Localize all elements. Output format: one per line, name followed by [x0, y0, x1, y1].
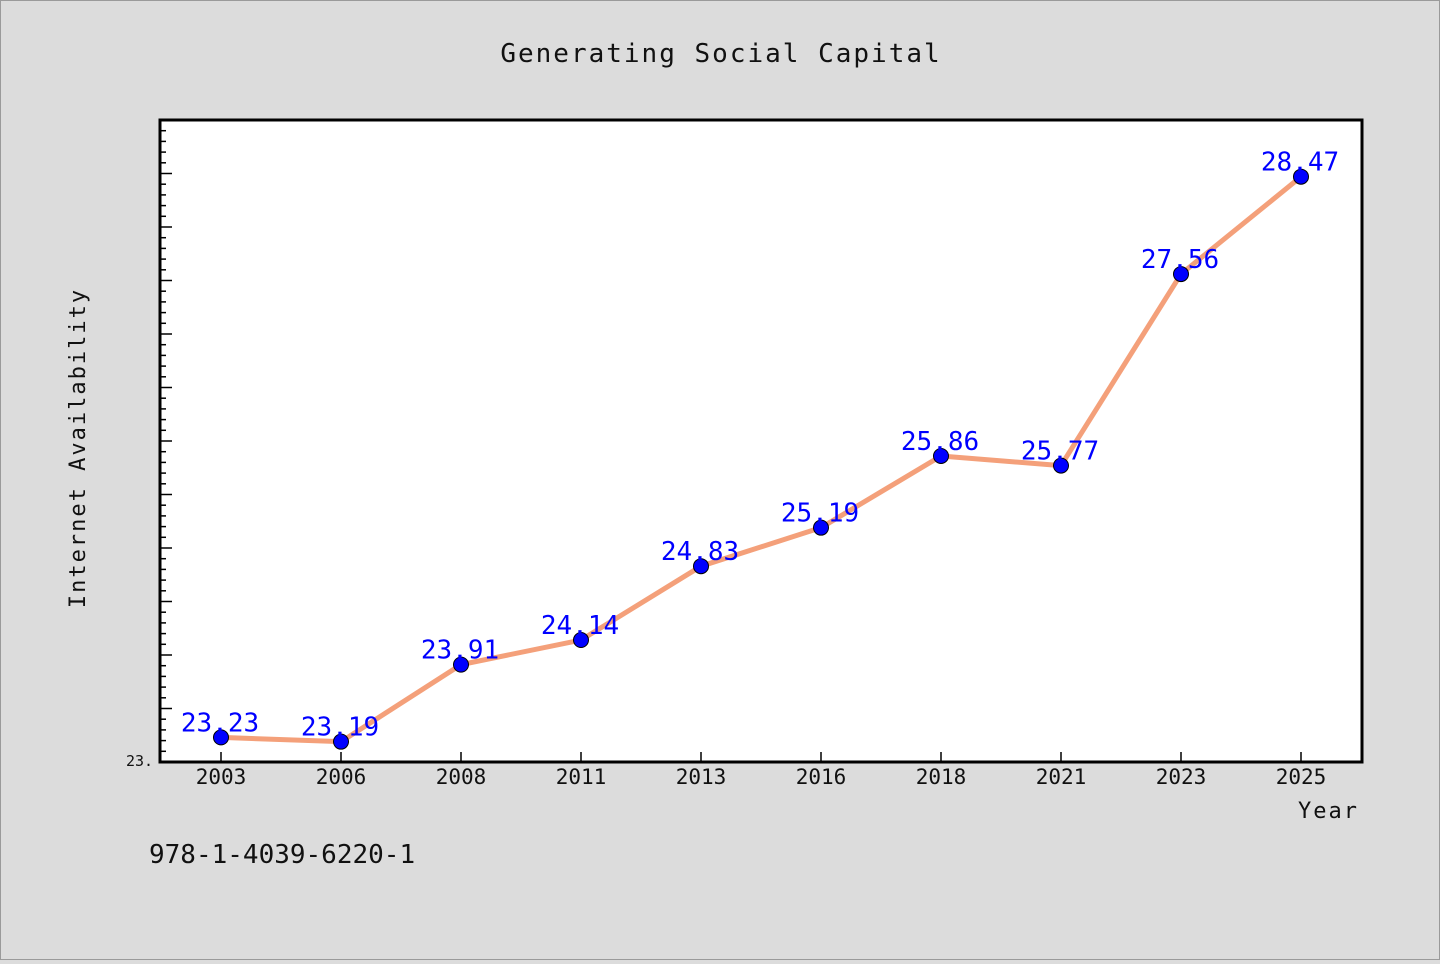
data-point: [1053, 457, 1069, 474]
series-line: [218, 174, 1304, 745]
x-axis-ticks: [220, 752, 1302, 762]
x-tick-label: 2013: [676, 765, 727, 789]
x-tick-label: 2011: [556, 765, 607, 789]
y-axis-label: Internet Availability: [66, 288, 91, 608]
data-label: 23.91: [421, 636, 499, 666]
x-tick-labels: 2003 2006 2008 2011 2013 2016 2018 2021 2023 2025: [196, 765, 1327, 789]
x-tick-label: 2025: [1276, 765, 1327, 789]
x-tick-label: 2018: [916, 765, 967, 789]
series-markers: [213, 168, 1309, 750]
data-label: 23.19: [301, 713, 379, 743]
series-polyline: [218, 174, 1304, 745]
data-label: 28.47: [1261, 148, 1339, 178]
data-point: [453, 656, 469, 673]
x-tick-label: 2016: [796, 765, 847, 789]
x-tick-label: 2008: [436, 765, 487, 789]
data-label: 27.56: [1141, 245, 1219, 275]
data-label: 23.23: [181, 708, 259, 738]
x-tick-label: 2023: [1156, 765, 1207, 789]
data-label: 24.14: [541, 611, 619, 641]
data-point: [1173, 266, 1189, 283]
plot-area: [158, 118, 1364, 764]
y-axis-ticks: [160, 129, 172, 763]
data-point: [693, 558, 709, 575]
x-tick-label: 2003: [196, 765, 247, 789]
data-point: [813, 519, 829, 536]
data-label: 24.83: [661, 537, 739, 567]
data-labels: 23.23 23.19 23.91 24.14 24.83 25.19 25.86 25.77…: [181, 148, 1339, 743]
data-point: [573, 632, 589, 649]
data-point: [933, 447, 949, 464]
x-axis-label: Year: [1298, 799, 1359, 824]
data-point: [333, 733, 349, 750]
isbn-footer: 978-1-4039-6220-1: [149, 840, 415, 870]
data-label: 25.77: [1021, 437, 1099, 467]
x-tick-label: 2006: [316, 765, 367, 789]
x-tick-label: 2021: [1036, 765, 1087, 789]
data-label: 25.19: [781, 499, 859, 529]
chart-title: Generating Social Capital: [500, 39, 941, 69]
y-tick-label: 23.: [126, 752, 153, 770]
data-point: [1293, 168, 1309, 185]
data-label: 25.86: [901, 427, 979, 457]
data-point: [213, 729, 229, 746]
